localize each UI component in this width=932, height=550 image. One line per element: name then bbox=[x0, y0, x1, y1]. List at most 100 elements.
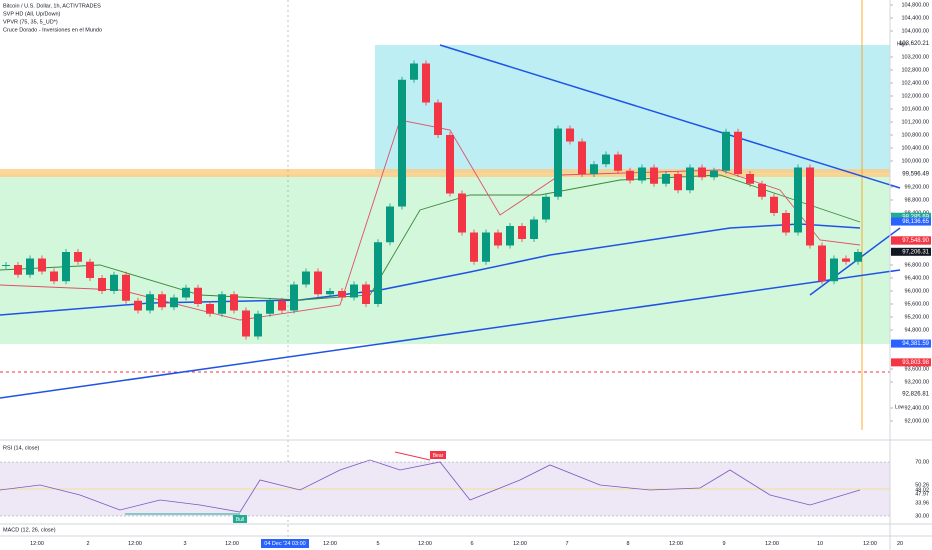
candle bbox=[602, 154, 610, 165]
y-tick-label: 96,800.00 bbox=[905, 262, 929, 268]
candle bbox=[650, 167, 658, 184]
candle bbox=[518, 226, 526, 239]
y-tick-label: 96,400.00 bbox=[905, 275, 929, 281]
y-tick-label: 93,600.00 bbox=[905, 366, 929, 372]
bear-label: Bear bbox=[433, 453, 444, 459]
candle bbox=[374, 242, 382, 304]
price-tag bbox=[891, 217, 931, 226]
candle bbox=[134, 300, 142, 311]
price-tag-label: 98,136.65 bbox=[902, 219, 929, 225]
candle bbox=[422, 63, 430, 103]
candle bbox=[590, 164, 598, 174]
candle bbox=[806, 167, 814, 246]
candle bbox=[554, 128, 562, 197]
y-tick-label: 92,000.00 bbox=[905, 418, 929, 424]
resistance-band bbox=[0, 169, 890, 177]
candle bbox=[218, 294, 226, 314]
price-tag-label: 93,803.98 bbox=[902, 360, 929, 366]
candle bbox=[746, 174, 754, 184]
candle bbox=[770, 196, 778, 213]
y-tick-label: 95,200.00 bbox=[905, 314, 929, 320]
high-label: High bbox=[897, 41, 908, 47]
candles bbox=[2, 60, 862, 340]
candle bbox=[62, 252, 70, 282]
candle bbox=[830, 258, 838, 282]
candle bbox=[470, 232, 478, 262]
x-tick-label: 7 bbox=[565, 541, 568, 547]
y-tick-label: 104,400.00 bbox=[901, 15, 929, 21]
price-tag bbox=[891, 212, 931, 221]
candle bbox=[302, 271, 310, 285]
candle bbox=[242, 310, 250, 337]
candle bbox=[494, 232, 502, 246]
x-tick-label: 6 bbox=[470, 541, 473, 547]
candle bbox=[350, 284, 358, 298]
candle bbox=[542, 196, 550, 220]
x-tick-label: 12:00 bbox=[669, 541, 683, 547]
rsi-tick-label: 48.02 bbox=[915, 487, 929, 493]
candle bbox=[710, 170, 718, 178]
x-tick-label: 04 Dec '24 03:00 bbox=[264, 541, 305, 547]
candle bbox=[182, 287, 190, 298]
candle bbox=[578, 141, 586, 174]
rsi-tick-label: 30.00 bbox=[915, 513, 929, 519]
price-tag bbox=[891, 170, 931, 179]
upper-zone bbox=[375, 45, 890, 173]
candle bbox=[482, 232, 490, 262]
candle bbox=[566, 128, 574, 142]
price-tag bbox=[891, 339, 931, 348]
lower-zone bbox=[0, 174, 890, 344]
trend-line bbox=[439, 44, 901, 189]
candle bbox=[86, 261, 94, 278]
x-tick-label: 5 bbox=[376, 541, 379, 547]
candle bbox=[818, 245, 826, 282]
x-tick-label: 20 bbox=[897, 541, 903, 547]
x-tick-label: 12:00 bbox=[765, 541, 779, 547]
price-tag-label: 94,381.59 bbox=[902, 341, 929, 347]
candle bbox=[2, 265, 10, 266]
x-tick-label: 12:00 bbox=[225, 541, 239, 547]
candle bbox=[290, 284, 298, 311]
x-tick-label: 12:00 bbox=[323, 541, 337, 547]
candle bbox=[854, 252, 862, 262]
candle bbox=[626, 170, 634, 181]
date-highlight bbox=[261, 539, 309, 548]
x-tick-label: 8 bbox=[626, 541, 629, 547]
x-tick-label: 12:00 bbox=[128, 541, 142, 547]
y-tick-label: 102,400.00 bbox=[901, 80, 929, 86]
candle bbox=[842, 258, 850, 262]
price-tag bbox=[891, 39, 931, 48]
candle bbox=[614, 154, 622, 171]
candle bbox=[146, 294, 154, 311]
price-tag-label: 103,620.21 bbox=[899, 41, 930, 47]
price-tag-label: 92,826.81 bbox=[902, 392, 929, 398]
price-axis: 104,800.00 104,400.00 104,000.00 103,200.00… bbox=[890, 2, 929, 424]
x-tick-label: 2 bbox=[86, 541, 89, 547]
candle bbox=[38, 258, 46, 272]
x-tick-label: 10 bbox=[817, 541, 823, 547]
candle bbox=[398, 79, 406, 207]
bull-badge bbox=[233, 515, 247, 523]
candle bbox=[122, 274, 130, 301]
x-tick-label: 12:00 bbox=[418, 541, 432, 547]
y-tick-label: 102,800.00 bbox=[901, 67, 929, 73]
moving-average bbox=[0, 119, 861, 321]
candle bbox=[206, 304, 214, 314]
candle bbox=[158, 294, 166, 308]
rsi-tick-label: 70.00 bbox=[915, 459, 929, 465]
candle bbox=[722, 131, 730, 171]
candle bbox=[782, 213, 790, 233]
y-tick-label: 95,600.00 bbox=[905, 301, 929, 307]
indicator-label: Cruce Dorado - Inversiones en el Mundo bbox=[3, 27, 102, 33]
candle bbox=[326, 291, 334, 295]
candle bbox=[638, 167, 646, 181]
x-tick-label: 12:00 bbox=[30, 541, 44, 547]
y-tick-label: 101,600.00 bbox=[901, 106, 929, 112]
candle bbox=[458, 193, 466, 233]
rsi-tick-label: 50.26 bbox=[915, 482, 929, 488]
y-tick-label: 104,800.00 bbox=[901, 2, 929, 8]
low-label: Low bbox=[895, 404, 905, 410]
